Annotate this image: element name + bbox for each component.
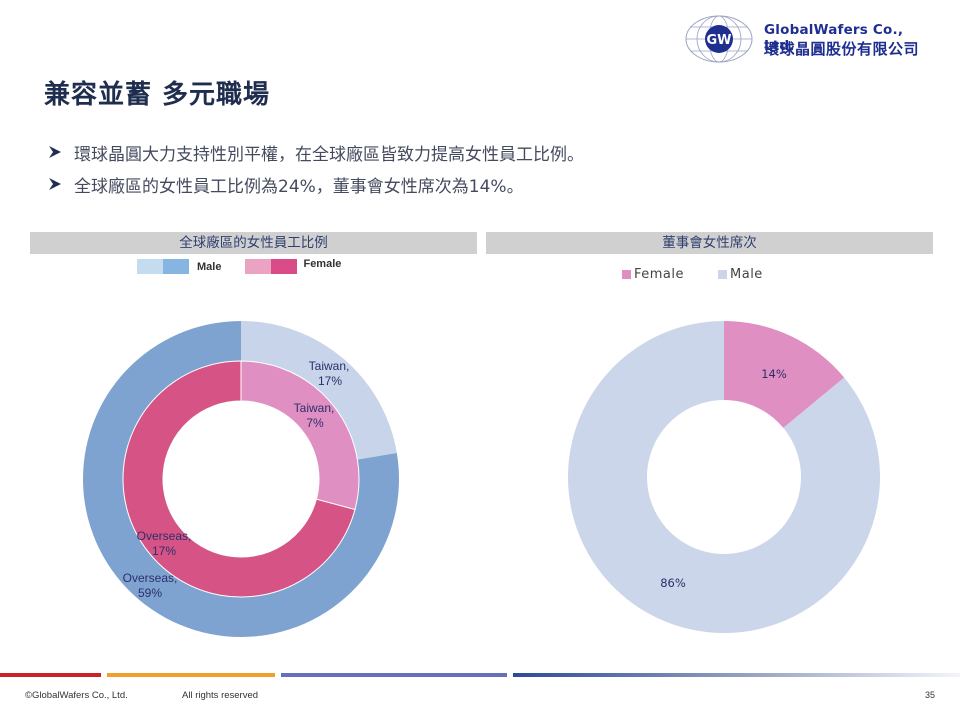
- data-label-inner-taiwan-value: 7%: [306, 416, 324, 430]
- slice-board-male: [568, 321, 881, 633]
- legend-label-female: Female: [303, 257, 342, 270]
- page-number: 35: [925, 690, 936, 700]
- footer-bar-red: [0, 673, 101, 677]
- company-name-en: GlobalWafers Co., Ltd.: [764, 22, 904, 54]
- legend-swatch-male-light: [137, 259, 163, 274]
- data-label-outer-taiwan-value: 17%: [318, 374, 342, 388]
- data-label-outer-taiwan-name: Taiwan,: [309, 359, 350, 373]
- arrow-bullet-icon: [49, 178, 61, 190]
- page-title: 兼容並蓄 多元職場: [44, 80, 271, 110]
- legend-swatch-male: [718, 270, 728, 279]
- legend-label-male: Male: [197, 260, 222, 273]
- footer-bar-gradient: [513, 673, 960, 677]
- data-label-outer-overseas-value: 59%: [138, 586, 162, 600]
- footer-bar-orange: [107, 673, 275, 677]
- arrow-bullet-icon: [49, 146, 61, 158]
- chart-title-female-ratio: 全球廠區的女性員工比例: [30, 232, 477, 254]
- footer-bar-blue: [281, 673, 507, 677]
- data-label-male: 86%: [660, 576, 686, 590]
- bullet-text: 環球晶圓大力支持性別平權，在全球廠區皆致力提高女性員工比例。: [74, 144, 584, 165]
- legend-label-male: Male: [730, 267, 763, 282]
- bullet-list: 環球晶圓大力支持性別平權，在全球廠區皆致力提高女性員工比例。 全球廠區的女性員工…: [48, 136, 584, 200]
- data-label-inner-overseas-value: 17%: [152, 544, 176, 558]
- company-name-zh: 環球晶圓股份有限公司: [764, 40, 920, 58]
- footer-copyright: ©GlobalWafers Co., Ltd.: [25, 690, 128, 701]
- slice-female-overseas: [122, 360, 356, 598]
- legend-swatch-female-light: [245, 259, 272, 274]
- legend-swatch-male-dark: [163, 259, 189, 274]
- legend-female-ratio: Male Female: [137, 257, 342, 274]
- data-label-outer-overseas-name: Overseas,: [123, 571, 178, 585]
- bullet-item: 環球晶圓大力支持性別平權，在全球廠區皆致力提高女性員工比例。: [48, 136, 584, 168]
- footer-rights: All rights reserved: [182, 690, 259, 701]
- data-label-inner-taiwan-name: Taiwan,: [294, 401, 335, 415]
- chart-title-board-seats: 董事會女性席次: [486, 232, 933, 254]
- slice-board-female: [724, 321, 845, 428]
- logo-mark: GW: [706, 33, 731, 48]
- legend-board-seats: Female Male: [622, 267, 763, 282]
- company-logo: GW GlobalWafers Co., Ltd. 環球晶圓股份有限公司: [682, 14, 932, 64]
- legend-swatch-female-dark: [271, 259, 298, 274]
- bullet-text: 全球廠區的女性員工比例為24%，董事會女性席次為14%。: [74, 176, 524, 197]
- legend-label-female: Female: [634, 267, 685, 282]
- data-label-inner-overseas-name: Overseas,: [137, 529, 192, 543]
- legend-swatch-female: [622, 270, 631, 279]
- data-label-female: 14%: [761, 367, 787, 381]
- bullet-item: 全球廠區的女性員工比例為24%，董事會女性席次為14%。: [48, 168, 584, 200]
- globe-logo-icon: GW: [685, 15, 753, 63]
